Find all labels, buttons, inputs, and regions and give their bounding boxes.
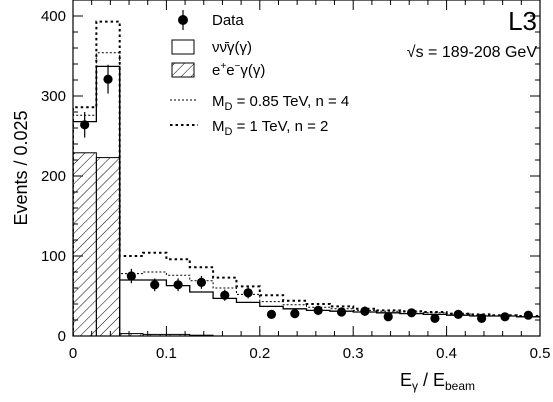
x-axis-title: Eγ / Ebeam (400, 370, 475, 393)
data-point (336, 307, 347, 317)
data-points (80, 64, 533, 323)
x-tick-label: 0.2 (249, 345, 270, 362)
data-point (313, 305, 323, 315)
legend-entry-md1: MD = 1 TeV, n = 2 (170, 118, 328, 138)
data-point (523, 310, 533, 320)
data-point (220, 290, 230, 300)
x-tick-label: 0.4 (436, 345, 457, 362)
data-point (500, 312, 510, 322)
legend-entry-nng: νν̄γ(γ) (171, 39, 252, 56)
x-tick-label: 0.1 (156, 345, 177, 362)
legend-label-eeg: e+e−γ(γ) (212, 61, 265, 79)
y-axis-title: Events / 0.025 (11, 110, 31, 225)
axis-ticks (72, 0, 541, 337)
data-point (430, 313, 440, 323)
legend-data-marker (178, 15, 188, 25)
ee-gamma-bin (95, 157, 121, 336)
data-point (126, 271, 136, 281)
data-point (103, 74, 113, 84)
data-point (477, 313, 487, 323)
energy-label: √s = 189-208 GeV (407, 44, 538, 61)
data-point (266, 309, 277, 319)
ee-gamma-bin (73, 152, 97, 336)
data-point (406, 308, 417, 318)
y-tick-label: 400 (41, 8, 66, 25)
data-point (196, 277, 207, 287)
data-point (150, 280, 160, 290)
x-tick-label: 0 (69, 345, 77, 362)
data-point (243, 288, 253, 298)
tick-labels: 0 0.1 0.2 0.3 0.4 0.5 0 100 200 300 400 (41, 8, 550, 362)
legend-entry-md085: MD = 0.85 TeV, n = 4 (170, 93, 349, 113)
data-point (383, 312, 393, 322)
data-point (360, 306, 370, 316)
legend-label-md1: MD = 1 TeV, n = 2 (212, 118, 328, 138)
y-tick-label: 300 (41, 88, 66, 105)
data-point (173, 280, 183, 290)
experiment-label: L3 (508, 6, 537, 36)
legend-label-md085: MD = 0.85 TeV, n = 4 (212, 93, 349, 113)
legend: Data νν̄γ(γ) e+e−γ(γ) MD = 0.85 TeV, n =… (170, 10, 349, 138)
data-point (80, 120, 90, 130)
data-point (290, 309, 300, 319)
legend-label-nng: νν̄γ(γ) (212, 39, 252, 56)
plot-frame (72, 0, 541, 337)
nng-step-line (73, 65, 540, 336)
legend-entry-eeg: e+e−γ(γ) (171, 61, 265, 79)
y-tick-label: 200 (41, 168, 66, 185)
legend-eeg-box (171, 62, 195, 78)
legend-label-data: Data (212, 12, 244, 29)
legend-nng-box (171, 39, 195, 55)
ee-gamma-histogram (73, 152, 214, 336)
model-curves (73, 20, 540, 336)
x-tick-label: 0.5 (530, 345, 551, 362)
y-tick-label: 0 (58, 328, 66, 345)
x-tick-label: 0.3 (343, 345, 364, 362)
md1-step-line (73, 20, 540, 336)
data-point (453, 309, 463, 319)
y-tick-label: 100 (41, 248, 66, 265)
legend-entry-data: Data (178, 10, 244, 30)
